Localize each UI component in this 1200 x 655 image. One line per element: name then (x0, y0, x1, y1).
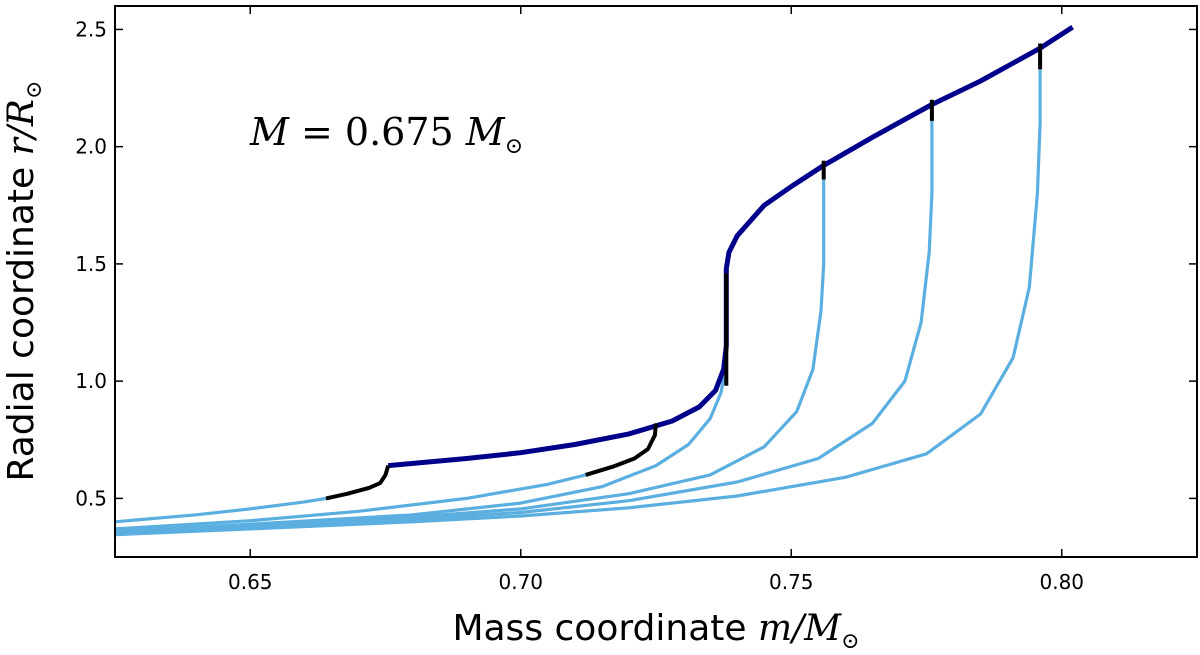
x-tick-label: 0.80 (1039, 570, 1084, 594)
series-track-6 (115, 69, 1042, 537)
x-axis-ticks: 0.65 0.70 0.75 0.80 (228, 6, 1084, 594)
y-tick-label: 2.0 (75, 135, 107, 159)
x-axis-label: Mass coordinate m/M⊙ (452, 608, 859, 654)
x-tick-label: 0.75 (769, 570, 814, 594)
series-track-1 (115, 496, 327, 524)
series-marker-2 (585, 423, 658, 477)
y-tick-label: 2.5 (75, 17, 107, 41)
series-track-2 (115, 473, 587, 531)
y-tick-label: 1.5 (75, 252, 107, 276)
y-axis-label: Radial coordinate r/R⊙ (1, 81, 47, 482)
series-track-3 (115, 364, 728, 533)
plot-frame (114, 5, 1198, 558)
y-tick-label: 0.5 (75, 486, 107, 510)
mass-annotation: M = 0.675 M⊙ (249, 110, 523, 159)
x-tick-label: 0.65 (228, 570, 273, 594)
x-tick-label: 0.70 (498, 570, 543, 594)
series-track-5 (115, 120, 934, 536)
y-tick-label: 1.0 (75, 369, 107, 393)
series-envelope (387, 25, 1074, 469)
series-layer (115, 25, 1074, 537)
series-marker-1 (325, 465, 391, 501)
y-axis-ticks: 0.5 1.0 1.5 2.0 2.5 (75, 17, 1197, 510)
series-track-4 (115, 179, 826, 534)
